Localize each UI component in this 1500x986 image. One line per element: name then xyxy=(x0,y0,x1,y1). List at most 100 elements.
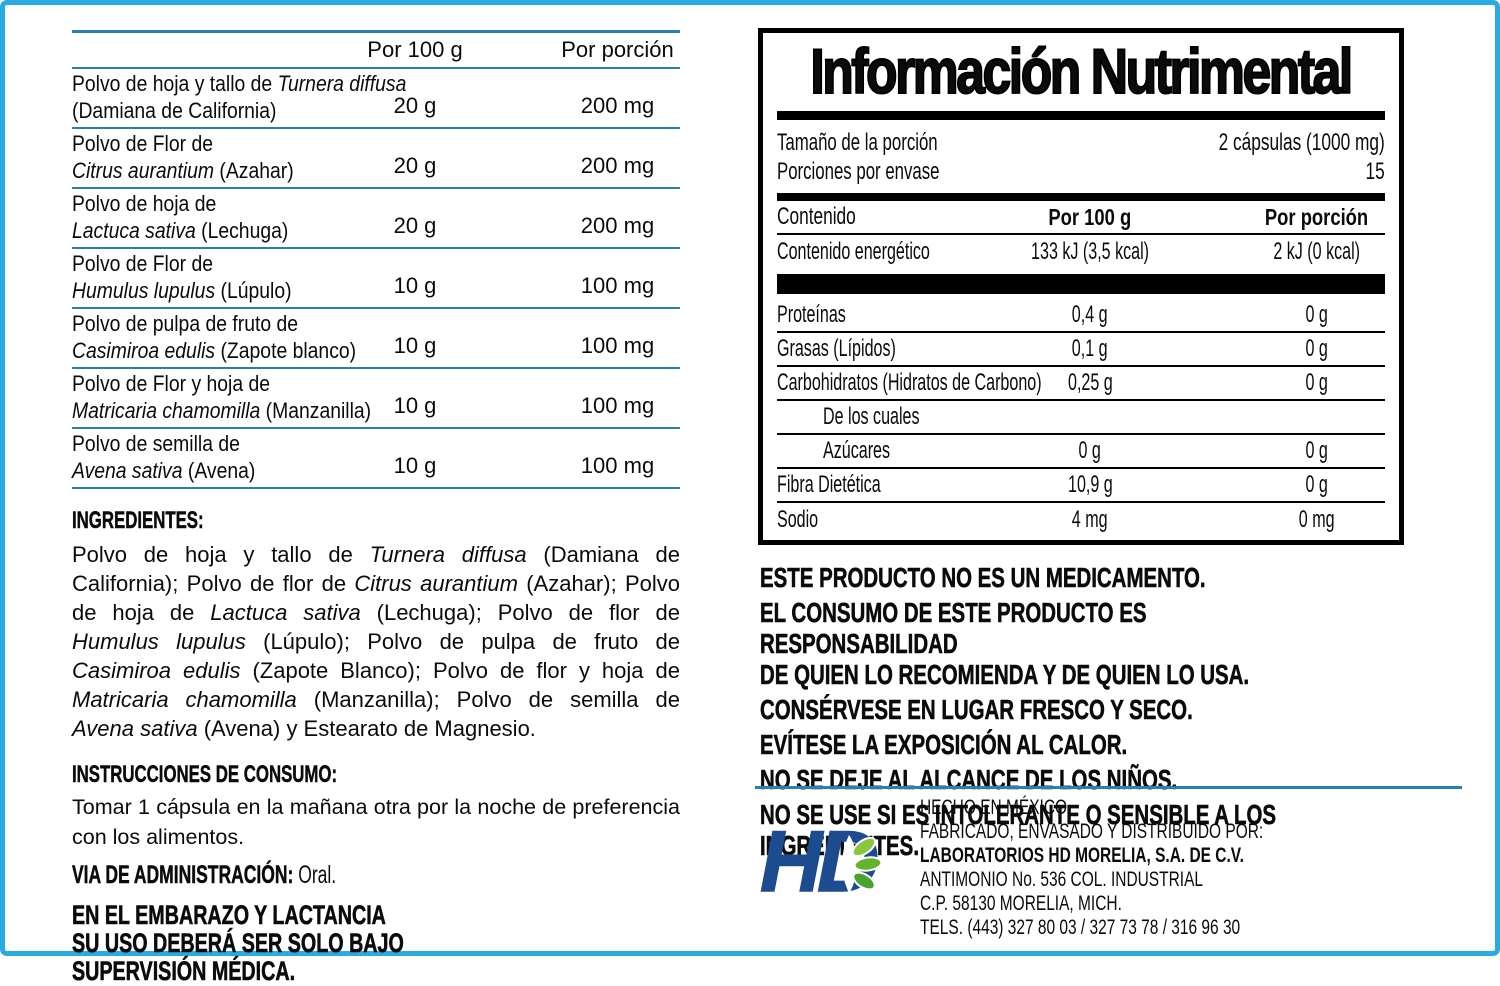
nutrient-label: Grasas (Lípidos) xyxy=(777,335,896,362)
herb-amount-per-100g: 10 g xyxy=(393,273,437,298)
nutrient-label: Proteínas xyxy=(777,301,846,328)
servings-per-container-row: Porciones por envase 15 xyxy=(777,157,1385,186)
nutrient-per-100g: 0,1 g xyxy=(1072,335,1108,362)
warnings-section: ESTE PRODUCTO NO ES UN MEDICAMENTO. EL C… xyxy=(760,562,1470,865)
herb-name: Polvo de hoja de Lactuca sativa (Lechuga… xyxy=(72,190,350,244)
address-line: ANTIMONIO No. 536 COL. INDUSTRIAL xyxy=(920,867,1204,891)
warning-line: CONSÉRVESE EN LUGAR FRESCO Y SECO. xyxy=(760,694,1193,726)
herb-amount-per-portion: 100 mg xyxy=(580,273,655,298)
herb-row: Polvo de pulpa de fruto de Casimiroa edu… xyxy=(72,309,680,369)
instructions-heading: INSTRUCCIONES DE CONSUMO: xyxy=(72,761,338,789)
herb-name-line2: Matricaria chamomilla (Manzanilla) xyxy=(72,398,372,423)
nutrition-row: Fibra Dietética 10,9 g 0 g xyxy=(777,469,1385,503)
herb-name-line2: Lactuca sativa (Lechuga) xyxy=(72,218,289,243)
serving-size-label: Tamaño de la porción xyxy=(777,129,938,156)
leaf-icon xyxy=(842,835,882,893)
warning-line: EL CONSUMO DE ESTE PRODUCTO ES RESPONSAB… xyxy=(760,597,1250,691)
warning-line: NO SE USE SI ES INTOLERANTE O SENSIBLE A… xyxy=(760,799,1277,862)
nutrition-row-energy: Contenido energético 133 kJ (3,5 kcal) 2… xyxy=(777,235,1385,269)
warning-line: EVÍTESE LA EXPOSICIÓN AL CALOR. xyxy=(760,729,1128,761)
herb-name-line1: Polvo de pulpa de fruto de xyxy=(72,311,299,336)
distributed-by-line: FABRICADO, ENVASADO Y DISTRIBUIDO POR: xyxy=(920,819,1264,843)
nutrient-per-100g: 10,9 g xyxy=(1067,471,1113,498)
col-header-per-portion: Por porción xyxy=(561,37,674,62)
nutrient-per-100g: 4 mg xyxy=(1072,506,1108,533)
pregnancy-notice: EN EL EMBARAZO Y LACTANCIA SU USO DEBERÁ… xyxy=(72,900,404,986)
herb-name-line2: Humulus lupulus (Lúpulo) xyxy=(72,278,292,303)
herb-amount-per-100g: 10 g xyxy=(393,393,437,418)
servings-label: Porciones por envase xyxy=(777,158,940,185)
left-column: Por 100 g Por porción Polvo de hoja y ta… xyxy=(72,30,680,985)
herb-row: Polvo de Flor de Citrus aurantium (Azaha… xyxy=(72,129,680,189)
herb-name-line1: Polvo de hoja de xyxy=(72,191,217,216)
herb-amount-per-100g: 20 g xyxy=(393,93,437,118)
nutrient-label: Fibra Dietética xyxy=(777,471,881,498)
nutrition-row: Grasas (Lípidos) 0,1 g 0 g xyxy=(777,333,1385,367)
administration-label: VIA DE ADMINISTRACIÓN: xyxy=(72,861,294,890)
herb-amount-per-portion: 200 mg xyxy=(580,93,655,118)
herb-amount-per-portion: 100 mg xyxy=(580,333,655,358)
herb-name: Polvo de hoja y tallo de Turnera diffusa… xyxy=(72,70,406,124)
instructions-text: Tomar 1 cápsula en la mañana otra por la… xyxy=(72,795,680,849)
manufacturer-divider-rule xyxy=(755,786,1462,789)
herb-amount-per-portion: 100 mg xyxy=(580,453,655,478)
herb-name-line2: Citrus aurantium (Azahar) xyxy=(72,158,294,183)
col-header-per-100g: Por 100 g xyxy=(1048,203,1132,230)
nutrient-per-portion: 2 kJ (0 kcal) xyxy=(1273,238,1361,265)
warning-line: NO SE DEJE AL ALCANCE DE LOS NIÑOS. xyxy=(760,764,1178,796)
nutrient-per-100g: 0,4 g xyxy=(1072,301,1108,328)
nutrition-row: Sodio 4 mg 0 mg xyxy=(777,503,1385,537)
content-header: Contenido xyxy=(777,203,856,230)
herb-name: Polvo de Flor de Humulus lupulus (Lúpulo… xyxy=(72,250,350,304)
herb-name-line2: Casimiroa edulis (Zapote blanco) xyxy=(72,338,357,363)
nutrition-row: Proteínas 0,4 g 0 g xyxy=(777,299,1385,333)
black-separator-bar xyxy=(777,274,1385,294)
label-border-frame xyxy=(0,0,1500,956)
herb-name: Polvo de Flor de Citrus aurantium (Azaha… xyxy=(72,130,350,184)
herb-amount-per-portion: 200 mg xyxy=(580,213,655,238)
serving-info: Tamaño de la porción 2 cápsulas (1000 mg… xyxy=(777,128,1385,186)
herb-row: Polvo de semilla de Avena sativa (Avena)… xyxy=(72,429,680,489)
nutrition-title: Información Nutrimental xyxy=(810,36,1355,108)
ingredients-heading: INGREDIENTES: xyxy=(72,507,204,535)
nutrition-row: Carbohidratos (Hidratos de Carbono) 0,25… xyxy=(777,367,1385,401)
nutrient-per-portion: 0 g xyxy=(1305,369,1329,396)
nutrient-per-portion: 0 mg xyxy=(1299,506,1335,533)
herb-name-line1: Polvo de Flor de xyxy=(72,131,213,156)
hd-logo: HD xyxy=(759,818,920,919)
serving-size-row: Tamaño de la porción 2 cápsulas (1000 mg… xyxy=(777,128,1385,157)
herb-name-line1: Polvo de Flor de xyxy=(72,251,213,276)
herb-name-line1: Polvo de semilla de xyxy=(72,431,240,456)
nutrient-per-portion: 0 g xyxy=(1305,335,1329,362)
herb-name: Polvo de pulpa de fruto de Casimiroa edu… xyxy=(72,310,356,364)
nutrition-header-row: Contenido Por 100 g Por porción xyxy=(777,201,1385,235)
made-in-line: HECHO EN MÉXICO xyxy=(920,795,1068,819)
nutrition-row: De los cuales xyxy=(777,401,1385,435)
serving-size-value: 2 cápsulas (1000 mg) xyxy=(1218,129,1385,156)
warning-line: ESTE PRODUCTO NO ES UN MEDICAMENTO. xyxy=(760,562,1206,594)
herb-amount-per-100g: 20 g xyxy=(393,153,437,178)
nutrient-label: Carbohidratos (Hidratos de Carbono) xyxy=(777,369,1042,396)
herb-name-line1: Polvo de Flor y hoja de xyxy=(72,371,271,396)
nutrient-per-portion: 0 g xyxy=(1305,437,1329,464)
herb-amount-per-portion: 200 mg xyxy=(580,153,655,178)
herb-composition-table: Por 100 g Por porción Polvo de hoja y ta… xyxy=(72,30,680,489)
thick-rule xyxy=(777,111,1385,120)
herb-row: Polvo de Flor de Humulus lupulus (Lúpulo… xyxy=(72,249,680,309)
phones-line: TELS. (443) 327 80 03 / 327 73 78 / 316 … xyxy=(920,915,1241,939)
administration-value: Oral. xyxy=(293,861,337,889)
nutrient-label: Azúcares xyxy=(823,437,891,464)
thick-rule xyxy=(777,193,1385,201)
nutrient-per-100g: 0 g xyxy=(1078,437,1102,464)
herb-name-line1: Polvo de hoja y tallo de Turnera diffusa xyxy=(72,71,407,96)
company-name: LABORATORIOS HD MORELIA, S.A. DE C.V. xyxy=(920,843,1244,867)
herb-name-line2: (Damiana de California) xyxy=(72,98,277,123)
col-header-per-portion: Por porción xyxy=(1265,203,1369,230)
nutrition-title-row: Información Nutrimental xyxy=(777,33,1385,111)
nutrient-per-100g: 133 kJ (3,5 kcal) xyxy=(1031,238,1149,265)
col-header-per-100g: Por 100 g xyxy=(367,37,463,62)
servings-value: 15 xyxy=(1365,158,1385,185)
ingredients-text: Polvo de hoja y tallo de Turnera diffusa… xyxy=(72,542,681,741)
nutrient-per-portion: 0 g xyxy=(1305,471,1329,498)
nutrient-per-100g: 0,25 g xyxy=(1067,369,1113,396)
